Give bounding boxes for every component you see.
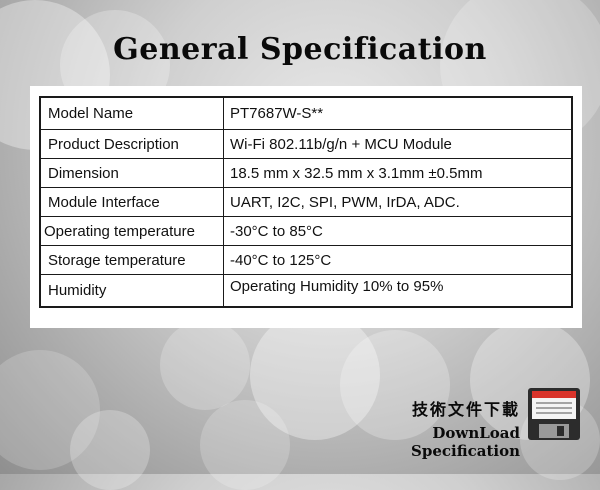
page-title: General Specification <box>113 32 487 67</box>
spec-label: Storage temperature <box>39 245 224 275</box>
spec-panel: Model Name PT7687W-S** Product Descripti… <box>30 86 582 328</box>
spec-row-module-interface: Module Interface UART, I2C, SPI, PWM, Ir… <box>39 187 573 217</box>
spec-value: Wi-Fi 802.11b/g/n + MCU Module <box>223 129 573 159</box>
spec-row-operating-temperature: Operating temperature -30°C to 85°C <box>39 216 573 246</box>
spec-row-model-name: Model Name PT7687W-S** <box>39 96 573 130</box>
spec-label: Humidity <box>39 274 224 308</box>
spec-value: 18.5 mm x 32.5 mm x 3.1mm ±0.5mm <box>223 158 573 188</box>
spec-value: Operating Humidity 10% to 95% <box>223 274 573 308</box>
spec-table: Model Name PT7687W-S** Product Descripti… <box>39 96 573 308</box>
download-label-en: DownLoad Specification <box>411 424 520 460</box>
spec-value: -40°C to 125°C <box>223 245 573 275</box>
floppy-disk-icon[interactable] <box>526 386 582 442</box>
spec-label: Module Interface <box>39 187 224 217</box>
download-specification-link[interactable]: 技術文件下載 DownLoad Specification <box>320 396 520 460</box>
spec-row-product-description: Product Description Wi-Fi 802.11b/g/n + … <box>39 129 573 159</box>
spec-row-storage-temperature: Storage temperature -40°C to 125°C <box>39 245 573 275</box>
spec-value: -30°C to 85°C <box>223 216 573 246</box>
spec-label: Model Name <box>39 96 224 130</box>
spec-row-dimension: Dimension 18.5 mm x 32.5 mm x 3.1mm ±0.5… <box>39 158 573 188</box>
spec-value: PT7687W-S** <box>223 96 573 130</box>
spec-label: Dimension <box>39 158 224 188</box>
spec-value: UART, I2C, SPI, PWM, IrDA, ADC. <box>223 187 573 217</box>
spec-label: Operating temperature <box>39 216 224 246</box>
spec-label: Product Description <box>39 129 224 159</box>
download-label-zh: 技術文件下載 <box>411 400 520 419</box>
spec-row-humidity: Humidity Operating Humidity 10% to 95% <box>39 274 573 308</box>
